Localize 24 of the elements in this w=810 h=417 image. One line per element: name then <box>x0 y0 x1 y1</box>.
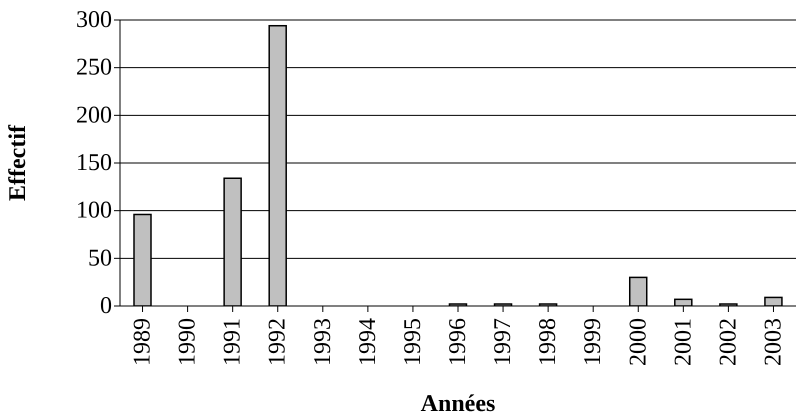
x-tick-label: 1997 <box>490 318 516 366</box>
y-tick-label: 0 <box>100 293 112 319</box>
y-tick-label: 50 <box>88 245 112 272</box>
x-tick-label: 1999 <box>580 318 606 366</box>
x-axis-title: Années <box>420 391 496 417</box>
x-tick-label: 1992 <box>264 318 291 366</box>
x-tick-label: 1996 <box>445 318 471 366</box>
x-tick-label: 1989 <box>130 318 156 366</box>
y-tick-label: 100 <box>76 198 112 224</box>
x-tick-label: 1991 <box>220 318 246 366</box>
y-tick-label: 300 <box>76 7 112 33</box>
y-tick-label: 250 <box>76 54 112 81</box>
x-tick-label: 2001 <box>670 318 696 366</box>
x-tick-label: 2002 <box>715 318 742 366</box>
y-tick-label: 150 <box>76 150 112 176</box>
x-tick-label: 2000 <box>625 318 652 366</box>
y-axis-title: Effectif <box>5 124 31 201</box>
x-tick-label: 1998 <box>535 318 562 366</box>
x-tick-label: 1995 <box>400 318 426 366</box>
x-tick-label: 1993 <box>310 318 336 366</box>
x-tick-label: 1994 <box>354 318 381 366</box>
x-tick-label: 2003 <box>760 318 786 366</box>
y-tick-label: 200 <box>76 102 112 128</box>
x-tick-label: 1990 <box>174 318 201 366</box>
